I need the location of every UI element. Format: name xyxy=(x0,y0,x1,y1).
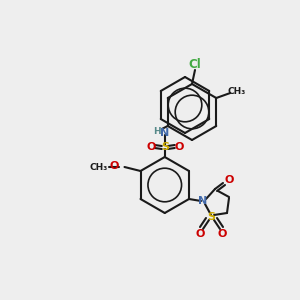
Text: N: N xyxy=(160,128,170,138)
Text: CH₃: CH₃ xyxy=(89,164,108,172)
Text: O: O xyxy=(174,142,183,152)
Text: CH₃: CH₃ xyxy=(227,88,245,97)
Text: S: S xyxy=(207,212,215,222)
Text: O: O xyxy=(217,229,227,239)
Text: S: S xyxy=(161,142,169,152)
Text: O: O xyxy=(224,175,234,185)
Text: O: O xyxy=(146,142,155,152)
Text: O: O xyxy=(195,229,205,239)
Text: O: O xyxy=(110,161,119,171)
Text: N: N xyxy=(198,196,208,206)
Text: Cl: Cl xyxy=(189,58,201,71)
Text: H: H xyxy=(153,127,160,136)
